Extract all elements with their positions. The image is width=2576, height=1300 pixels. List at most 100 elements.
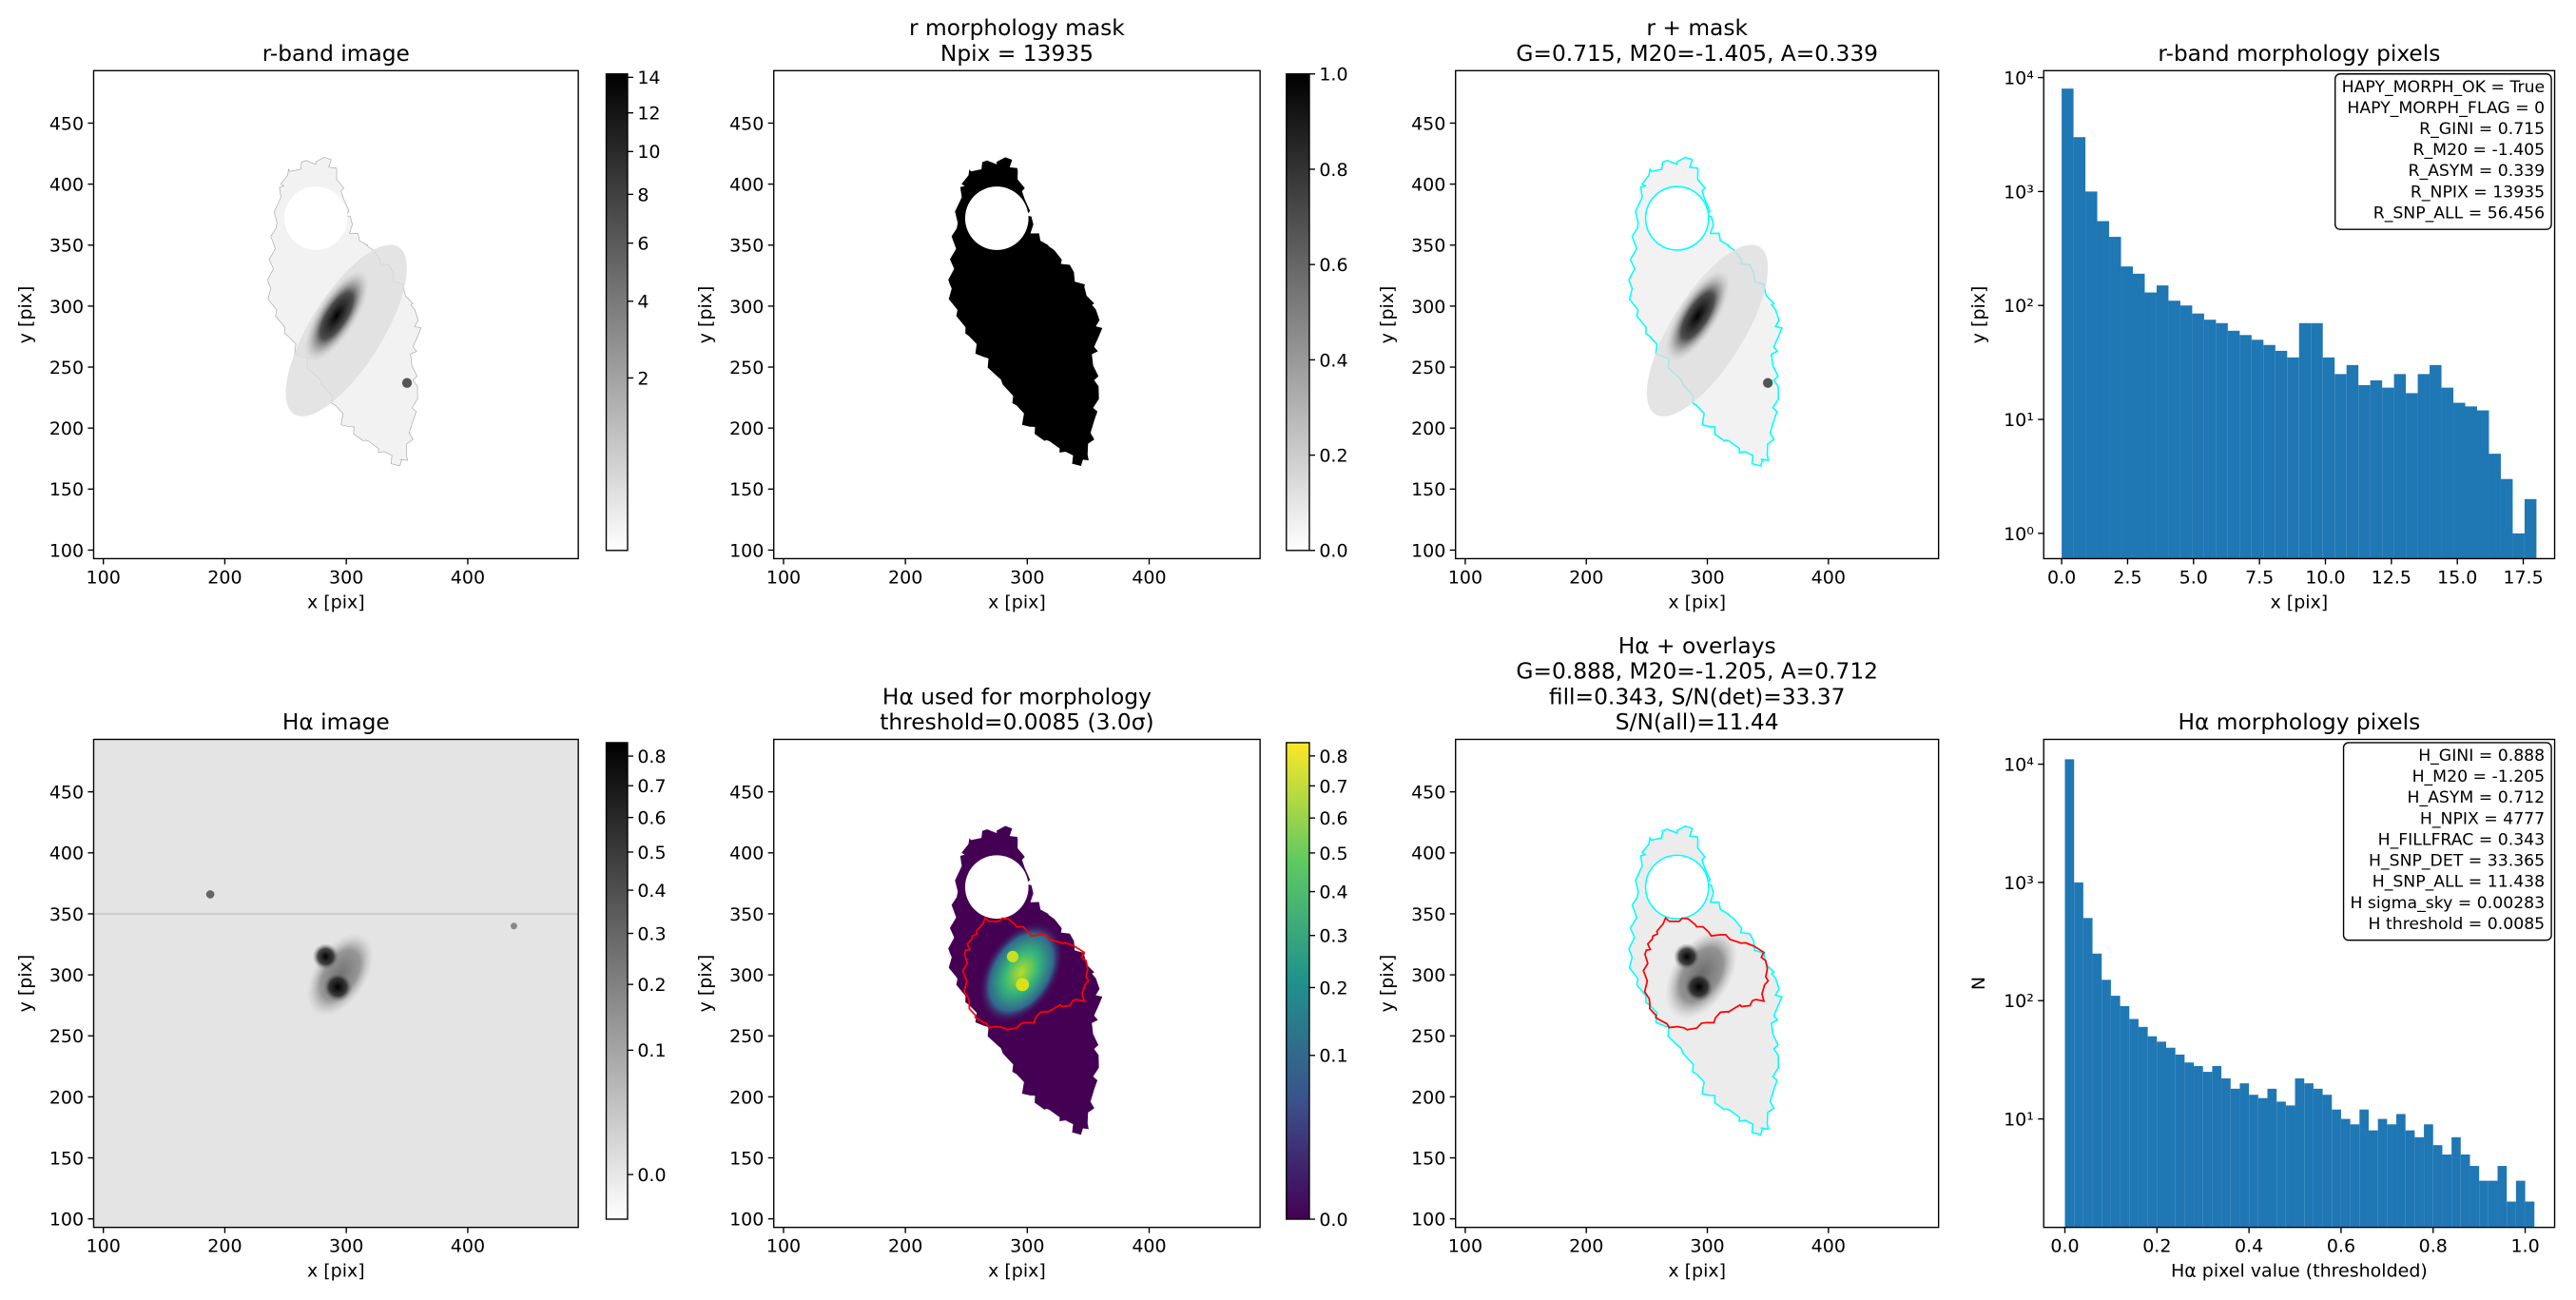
x-tick-label: 17.5 xyxy=(2503,567,2543,588)
y-tick-label: 400 xyxy=(49,175,84,196)
bar xyxy=(2358,384,2371,559)
y-tick-label: 400 xyxy=(729,844,764,864)
star xyxy=(1762,378,1773,388)
colorbar-tick-label: 0.6 xyxy=(1319,808,1347,829)
colorbar-tick-label: 0.8 xyxy=(1319,747,1347,767)
axes-frame xyxy=(1455,69,1940,560)
bar xyxy=(2216,322,2228,559)
x-tick-label: 100 xyxy=(1448,1236,1482,1257)
bar xyxy=(2497,1166,2508,1228)
y-axis-label: y [pix] xyxy=(1968,286,1989,344)
y-tick-label: 250 xyxy=(729,358,764,378)
stats-line: H_ASYM = 0.712 xyxy=(2407,788,2545,807)
bar xyxy=(2453,402,2466,559)
y-tick-label: 300 xyxy=(1411,965,1445,986)
y-tick-label: 200 xyxy=(1411,418,1445,439)
bar xyxy=(2322,1095,2333,1228)
x-tick-label: 0.0 xyxy=(2047,567,2076,588)
x-tick-label: 400 xyxy=(1811,567,1846,588)
plot-area xyxy=(1628,156,1783,467)
bar xyxy=(2346,364,2359,559)
axes-frame xyxy=(773,738,1261,1229)
bar xyxy=(2064,759,2075,1228)
panel-title: Hα morphology pixels xyxy=(2179,709,2421,735)
bar xyxy=(2230,1088,2240,1228)
y-tick-label: 150 xyxy=(49,479,84,500)
colorbar-tick-label: 0.4 xyxy=(1319,882,1347,902)
panel-title: S/N(all)=11.44 xyxy=(1616,709,1779,735)
x-tick-label: 300 xyxy=(1010,1236,1044,1257)
stats-line: H sigma_sky = 0.00283 xyxy=(2350,894,2545,913)
bar xyxy=(2144,292,2157,559)
colorbar xyxy=(605,73,629,552)
bar xyxy=(2525,1201,2535,1228)
halpha-core xyxy=(978,921,1064,1024)
colorbar-tick-label: 14 xyxy=(637,68,660,88)
colorbar-tick-label: 0.4 xyxy=(1319,350,1347,371)
x-tick-label: 0.8 xyxy=(2419,1236,2448,1257)
panel-title: Hα image xyxy=(282,709,390,735)
colorbar xyxy=(605,742,629,1220)
colorbar-tick-label: 0.2 xyxy=(1319,978,1347,999)
stats-line: H_SNP_DET = 33.365 xyxy=(2369,852,2545,871)
stats-line: R_NPIX = 13935 xyxy=(2411,183,2545,202)
y-axis-label: y [pix] xyxy=(695,286,716,344)
x-tick-label: 0.2 xyxy=(2142,1236,2171,1257)
y-tick-label: 200 xyxy=(1411,1087,1445,1108)
bar xyxy=(2221,1078,2231,1228)
bar xyxy=(2332,1109,2341,1228)
colorbar xyxy=(1286,73,1310,552)
bar xyxy=(2156,285,2169,559)
panel-title: Hα used for morphology xyxy=(882,684,1152,709)
bar xyxy=(2311,322,2323,559)
colorbar-tick-label: 0.5 xyxy=(637,843,666,863)
x-tick-label: 100 xyxy=(766,1236,801,1257)
plot-area xyxy=(1628,825,1783,1136)
x-tick-label: 200 xyxy=(1569,567,1603,588)
contour xyxy=(1642,916,1770,1031)
y-axis-label: y [pix] xyxy=(15,286,36,344)
y-tick-label: 350 xyxy=(1411,236,1445,257)
bar xyxy=(2257,1097,2268,1228)
x-tick-label: 100 xyxy=(1448,567,1482,588)
bar xyxy=(2175,1054,2185,1228)
bar xyxy=(2340,1118,2351,1228)
colorbar-tick-label: 6 xyxy=(637,234,649,255)
bar xyxy=(2285,1105,2295,1228)
y-tick-label: 350 xyxy=(1411,904,1445,925)
bar xyxy=(2132,273,2145,559)
bar xyxy=(2512,533,2525,559)
colorbar-tick-label: 0.8 xyxy=(637,747,666,767)
y-tick-label: 100 xyxy=(49,540,84,561)
bar xyxy=(2334,374,2347,559)
axes-frame xyxy=(2043,738,2556,1229)
bar xyxy=(2417,374,2431,559)
y-tick-label: 450 xyxy=(729,783,764,804)
bar xyxy=(2430,364,2442,559)
x-tick-label: 1.0 xyxy=(2510,1236,2539,1257)
bar xyxy=(2370,380,2383,559)
y-tick-label: 350 xyxy=(49,904,84,925)
colorbar-tick-label: 0.0 xyxy=(1319,541,1347,562)
x-tick-label: 400 xyxy=(451,1236,485,1257)
y-tick-label: 10⁴ xyxy=(2004,754,2034,775)
bar xyxy=(2082,918,2093,1228)
y-tick-label: 200 xyxy=(49,418,84,439)
x-tick-label: 10.0 xyxy=(2305,567,2345,588)
bar xyxy=(2202,1072,2213,1228)
x-tick-label: 100 xyxy=(87,1236,121,1257)
y-tick-label: 400 xyxy=(1411,175,1445,196)
bar xyxy=(2227,330,2240,559)
x-tick-label: 12.5 xyxy=(2372,567,2411,588)
panel: 0.0 0.2 0.4 0.6 0.8 1.0 100 200 300 400 100 150 200 2… xyxy=(695,15,1347,612)
y-axis-label: y [pix] xyxy=(1377,286,1398,344)
x-tick-label: 200 xyxy=(207,1236,242,1257)
x-tick-label: 300 xyxy=(329,1236,363,1257)
y-tick-label: 10³ xyxy=(2004,182,2034,203)
plot-area xyxy=(948,825,1103,1135)
bar xyxy=(2396,1114,2406,1228)
x-tick-label: 0.4 xyxy=(2235,1236,2263,1257)
bar xyxy=(2304,1083,2314,1228)
halpha-blob xyxy=(312,943,339,970)
colorbar-tick-label: 0.1 xyxy=(1319,1046,1347,1067)
